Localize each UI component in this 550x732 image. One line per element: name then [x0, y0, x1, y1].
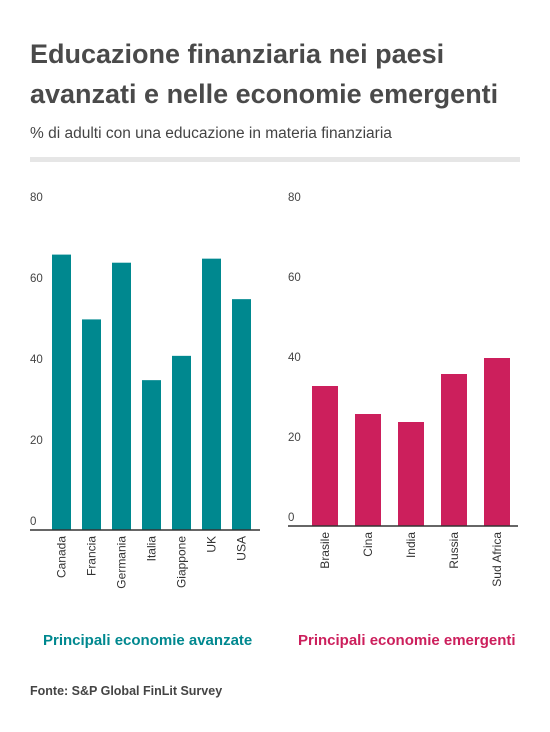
emerging-economies-label: Principali economie emergenti — [298, 632, 516, 649]
category-label: UK — [205, 536, 219, 553]
bar-russia — [441, 374, 467, 526]
category-label: India — [404, 532, 418, 558]
bar-usa — [232, 299, 251, 530]
y-tick-label: 40 — [30, 354, 43, 366]
chart-subtitle: % di adulti con una educazione in materi… — [30, 125, 392, 142]
bar-cina — [355, 414, 381, 526]
category-label: Germania — [115, 536, 129, 589]
category-label: Italia — [145, 536, 159, 562]
y-tick-label: 40 — [288, 352, 301, 364]
bar-india — [398, 422, 424, 526]
bar-canada — [52, 254, 71, 530]
category-label: Giappone — [175, 536, 189, 588]
category-label: Sud Africa — [490, 532, 504, 587]
bar-giappone — [172, 355, 191, 530]
y-tick-label: 80 — [288, 192, 301, 204]
category-label: Russia — [447, 532, 461, 569]
source-note: Fonte: S&P Global FinLit Survey — [30, 684, 223, 698]
bar-germania — [112, 262, 131, 530]
y-tick-label: 20 — [288, 432, 301, 444]
bar-italia — [142, 380, 161, 530]
bar-uk — [202, 258, 221, 530]
category-label: Canada — [55, 536, 69, 578]
y-tick-label: 80 — [30, 192, 43, 204]
y-tick-label: 0 — [30, 516, 36, 528]
category-label: USA — [235, 536, 249, 561]
title-divider — [30, 157, 520, 162]
y-tick-label: 20 — [30, 435, 43, 447]
y-tick-label: 60 — [288, 272, 301, 284]
chart-title: Educazione finanziaria nei paesi avanzat… — [30, 39, 499, 109]
category-label: Francia — [85, 536, 99, 576]
advanced-economies-label: Principali economie avanzate — [43, 632, 253, 649]
y-tick-label: 60 — [30, 273, 43, 285]
category-label: Cina — [361, 532, 375, 557]
category-label: Brasile — [318, 532, 332, 569]
bar-francia — [82, 319, 101, 530]
bar-sud-africa — [484, 358, 510, 526]
bar-brasile — [312, 386, 338, 526]
y-tick-label: 0 — [288, 512, 294, 524]
